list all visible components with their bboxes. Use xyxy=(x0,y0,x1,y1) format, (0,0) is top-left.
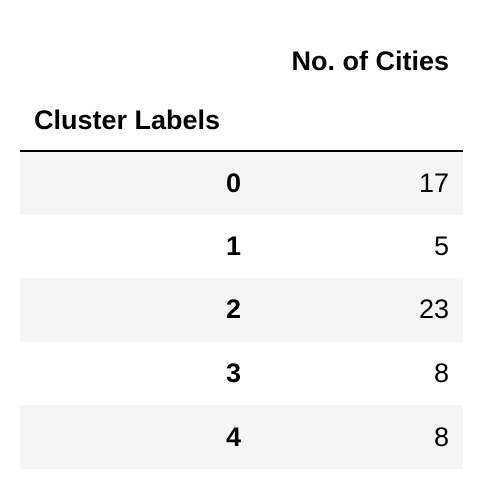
table-row: 4 8 xyxy=(20,405,463,469)
index-name-header: Cluster Labels xyxy=(20,90,255,151)
cell-no-of-cities: 8 xyxy=(255,405,463,469)
cell-no-of-cities: 8 xyxy=(255,342,463,406)
index-name-row: Cluster Labels xyxy=(20,90,463,151)
column-header-no-of-cities: No. of Cities xyxy=(255,33,463,90)
row-index-label: 2 xyxy=(20,278,255,342)
table-header: No. of Cities Cluster Labels xyxy=(20,33,463,151)
table-row: 0 17 xyxy=(20,151,463,215)
cell-no-of-cities: 5 xyxy=(255,215,463,279)
row-index-label: 4 xyxy=(20,405,255,469)
cell-no-of-cities: 23 xyxy=(255,278,463,342)
table-row: 2 23 xyxy=(20,278,463,342)
row-index-label: 1 xyxy=(20,215,255,279)
cluster-table: No. of Cities Cluster Labels 0 17 1 5 2 … xyxy=(20,33,463,469)
table-body: 0 17 1 5 2 23 3 8 4 8 xyxy=(20,151,463,469)
index-name-blank-cell xyxy=(255,90,463,151)
table-row: 3 8 xyxy=(20,342,463,406)
column-header-row: No. of Cities xyxy=(20,33,463,90)
row-index-label: 0 xyxy=(20,151,255,215)
table-row: 1 5 xyxy=(20,215,463,279)
cell-no-of-cities: 17 xyxy=(255,151,463,215)
row-index-label: 3 xyxy=(20,342,255,406)
corner-blank-cell xyxy=(20,33,255,90)
